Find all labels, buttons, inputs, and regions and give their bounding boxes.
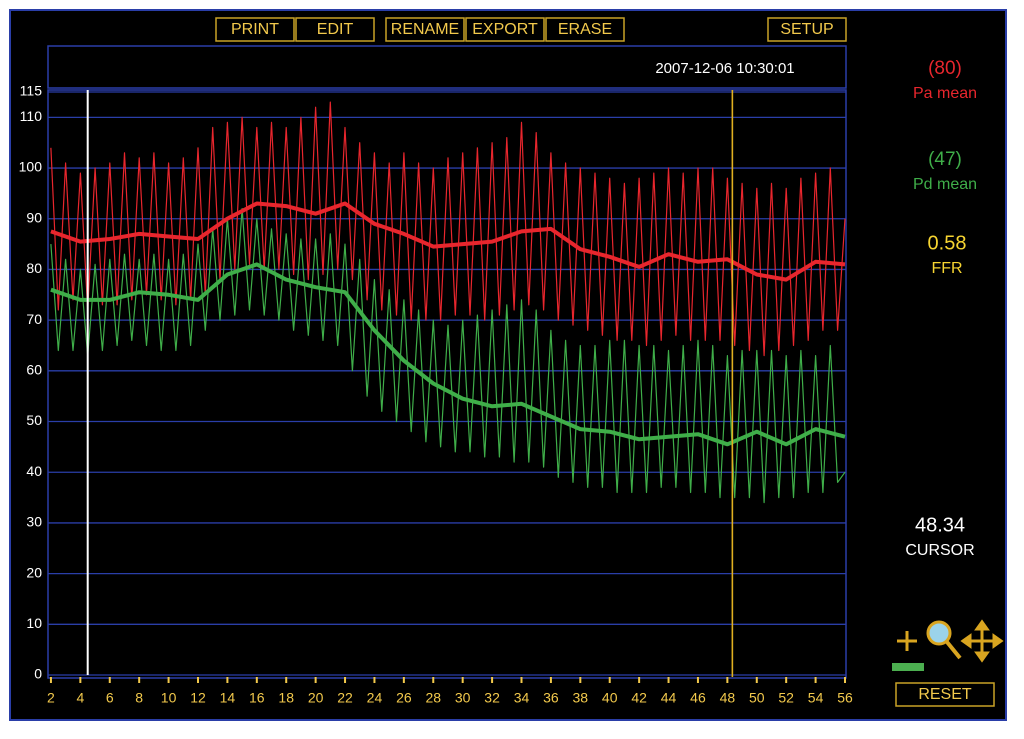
y-tick-label: 90 — [26, 209, 42, 225]
toolbar-button[interactable]: EDIT — [295, 17, 375, 42]
y-tick-label: 100 — [19, 159, 43, 175]
y-tick-label: 115 — [20, 83, 43, 99]
x-tick-label: 16 — [249, 690, 265, 706]
toolbar-button[interactable]: RENAME — [385, 17, 465, 42]
x-tick-label: 50 — [749, 690, 765, 706]
x-tick-label: 12 — [190, 690, 206, 706]
toolbar-button[interactable]: EXPORT — [465, 17, 545, 42]
y-tick-label: 80 — [26, 260, 42, 276]
y-tick-label: 70 — [26, 311, 42, 327]
y-tick-label: 10 — [26, 615, 42, 631]
x-tick-label: 46 — [690, 690, 706, 706]
ffr-label: FFR — [931, 260, 962, 277]
screen-frame — [9, 9, 1007, 721]
x-tick-label: 24 — [367, 690, 383, 706]
crosshair-tool[interactable] — [897, 631, 917, 651]
pressure-trace — [50, 208, 846, 504]
y-tick-label: 110 — [20, 108, 43, 124]
mean-pressure-line — [50, 201, 846, 282]
timestamp: 2007-12-06 10:30:01 — [655, 60, 794, 77]
pressure-trace — [50, 101, 846, 357]
button-label: RENAME — [391, 21, 459, 38]
toolbar-button[interactable]: PRINT — [215, 17, 295, 42]
pd-mean-label: Pd mean — [913, 176, 977, 193]
y-tick-label: 0 — [34, 666, 42, 682]
header-box — [47, 45, 847, 89]
x-tick-label: 6 — [106, 690, 114, 706]
pa-mean-value: (80) — [928, 58, 962, 79]
x-tick-label: 48 — [720, 690, 736, 706]
button-frame — [545, 17, 625, 42]
y-tick-label: 50 — [26, 412, 42, 428]
x-tick-label: 8 — [135, 690, 143, 706]
pan-tool[interactable] — [960, 619, 1004, 663]
button-label: EDIT — [317, 21, 354, 38]
button-label: EXPORT — [472, 21, 538, 38]
zoom-tool[interactable] — [926, 620, 962, 660]
y-tick-label: 30 — [26, 514, 42, 530]
x-tick-label: 32 — [484, 690, 500, 706]
button-label: PRINT — [231, 21, 279, 38]
toolbar: PRINT EDIT RENAME EXPORT ERASE SETUP — [215, 17, 847, 42]
button-label: ERASE — [558, 21, 612, 38]
x-tick-label: 26 — [396, 690, 412, 706]
reset-label: RESET — [918, 686, 972, 703]
button-frame — [295, 17, 375, 42]
pa-mean-label: Pa mean — [913, 85, 977, 102]
x-tick-label: 52 — [778, 690, 794, 706]
zoom-level-bar — [892, 663, 924, 671]
x-tick-label: 36 — [543, 690, 559, 706]
y-tick-label: 60 — [26, 362, 42, 378]
button-frame — [385, 17, 465, 42]
y-tick-label: 20 — [26, 564, 42, 580]
cursor-value: 48.34 — [915, 514, 965, 536]
button-label: SETUP — [780, 21, 833, 38]
reset-button[interactable]: RESET — [895, 682, 995, 707]
x-tick-label: 4 — [76, 690, 84, 706]
x-tick-label: 38 — [573, 690, 589, 706]
x-tick-label: 28 — [425, 690, 441, 706]
x-tick-label: 40 — [602, 690, 618, 706]
x-tick-label: 34 — [514, 690, 530, 706]
y-tick-label: 40 — [26, 463, 42, 479]
toolbar-button[interactable]: SETUP — [767, 17, 847, 42]
x-tick-label: 18 — [278, 690, 294, 706]
x-tick-label: 14 — [220, 690, 236, 706]
mean-pressure-line — [50, 262, 846, 447]
x-tick-label: 56 — [837, 690, 853, 706]
side-panel: (80) Pa mean (47) Pd mean 0.58 FFR 48.34… — [892, 58, 1004, 707]
cursor-label: CURSOR — [905, 542, 974, 559]
button-frame — [767, 17, 847, 42]
x-tick-label: 22 — [337, 690, 353, 706]
x-tick-label: 44 — [661, 690, 677, 706]
x-tick-label: 42 — [631, 690, 647, 706]
x-tick-label: 20 — [308, 690, 324, 706]
x-tick-label: 30 — [455, 690, 471, 706]
ffr-value: 0.58 — [928, 232, 967, 254]
toolbar-button[interactable]: ERASE — [545, 17, 625, 42]
x-tick-label: 10 — [161, 690, 177, 706]
pd-mean-value: (47) — [928, 149, 962, 170]
button-frame — [215, 17, 295, 42]
button-frame — [465, 17, 545, 42]
x-tick-label: 54 — [808, 690, 824, 706]
plot-frame — [47, 89, 847, 679]
x-tick-label: 2 — [47, 690, 55, 706]
